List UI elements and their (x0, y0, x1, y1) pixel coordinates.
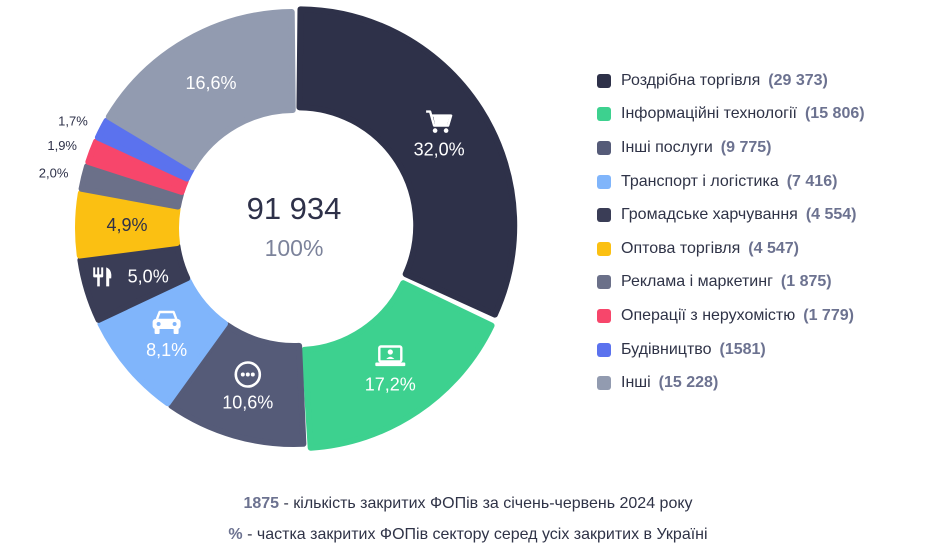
center-percent: 100% (265, 235, 324, 261)
legend: Роздрібна торгівля (29 373) Інформаційні т… (597, 64, 927, 400)
legend-swatch (597, 342, 611, 357)
slice-7-percent-label: 2,0% (39, 166, 69, 181)
legend-label: Інші послуги (621, 138, 713, 156)
legend-value: (1581) (719, 340, 766, 358)
legend-label: Будівництво (621, 340, 712, 358)
slice-1-percent-label: 32,0% (414, 140, 465, 160)
slice-4 (97, 277, 228, 407)
footnote-count-text: - кількість закритих ФОПів за січень-чер… (279, 495, 693, 512)
footnote-share-text: - частка закритих ФОПів сектору серед ус… (242, 526, 708, 543)
legend-item-3: Інші послуги (9 775) (597, 131, 927, 165)
donut-chart: 32,0% 17,2% 10,6% 8,1% 5,0% 4,9% 2,0% 1,9% 1,7% 1… (39, 6, 518, 451)
footnotes: 1875 - кількість закритих ФОПів за січен… (0, 488, 936, 550)
legend-value: (1 779) (803, 306, 854, 324)
slice-9-percent-label: 1,7% (58, 114, 88, 129)
legend-swatch (597, 376, 611, 391)
legend-item-6: Оптова торгівля (4 547) (597, 232, 927, 266)
slice-5-percent-label: 5,0% (128, 266, 169, 286)
legend-item-5: Громадське харчування (4 554) (597, 198, 927, 232)
center-total: 91 934 (247, 191, 342, 226)
legend-value: (1 875) (780, 273, 832, 291)
legend-item-4: Транспорт і логістика (7 416) (597, 165, 927, 199)
legend-value: (7 416) (786, 172, 838, 190)
more-dots-icon (234, 361, 262, 388)
legend-swatch (597, 140, 611, 155)
legend-item-10: Інші (15 228) (597, 366, 927, 400)
fork-knife-icon (93, 267, 112, 287)
legend-swatch (597, 208, 611, 223)
footnote-share: % - частка закритих ФОПів сектору серед … (0, 519, 936, 550)
slice-10 (105, 9, 296, 171)
legend-value: (29 373) (768, 71, 828, 89)
legend-label: Роздрібна торгівля (621, 71, 761, 89)
legend-label: Транспорт і логістика (621, 172, 779, 190)
legend-item-9: Будівництво (1581) (597, 333, 927, 367)
legend-value: (4 547) (748, 239, 799, 257)
slice-4-percent-label: 8,1% (146, 340, 187, 360)
slice-5 (77, 242, 191, 323)
slice-8-percent-label: 1,9% (47, 138, 77, 153)
slice-10-percent-label: 16,6% (185, 73, 236, 93)
slice-6 (75, 190, 181, 259)
legend-swatch (597, 275, 611, 290)
legend-label: Інформаційні технології (621, 105, 797, 123)
legend-value: (4 554) (805, 206, 857, 224)
legend-swatch (597, 308, 611, 323)
legend-swatch (597, 174, 611, 189)
legend-item-7: Реклама і маркетинг (1 875) (597, 266, 927, 300)
legend-value: (9 775) (720, 138, 772, 156)
slice-2-percent-label: 17,2% (365, 375, 416, 395)
legend-label: Оптова торгівля (621, 239, 741, 257)
legend-item-2: Інформаційні технології (15 806) (597, 98, 927, 132)
footnote-share-key: % (228, 526, 243, 543)
laptop-icon (375, 345, 406, 367)
slice-6-percent-label: 4,9% (106, 215, 147, 235)
legend-value: (15 228) (658, 374, 719, 392)
slice-1 (296, 6, 518, 318)
legend-label: Операції з нерухомістю (621, 306, 796, 324)
legend-item-1: Роздрібна торгівля (29 373) (597, 64, 927, 98)
footnote-count: 1875 - кількість закритих ФОПів за січен… (0, 488, 936, 519)
slice-3-percent-label: 10,6% (222, 393, 273, 413)
legend-label: Реклама і маркетинг (621, 273, 773, 291)
legend-label: Громадське харчування (621, 206, 798, 224)
shopping-cart-icon (426, 110, 453, 133)
legend-label: Інші (621, 374, 651, 392)
footnote-count-key: 1875 (243, 495, 280, 512)
legend-value: (15 806) (804, 105, 865, 123)
legend-swatch (597, 73, 611, 88)
legend-item-8: Операції з нерухомістю (1 779) (597, 299, 927, 333)
legend-swatch (597, 241, 611, 256)
legend-swatch (597, 107, 611, 122)
slice-3 (168, 322, 307, 447)
car-icon (152, 310, 181, 334)
